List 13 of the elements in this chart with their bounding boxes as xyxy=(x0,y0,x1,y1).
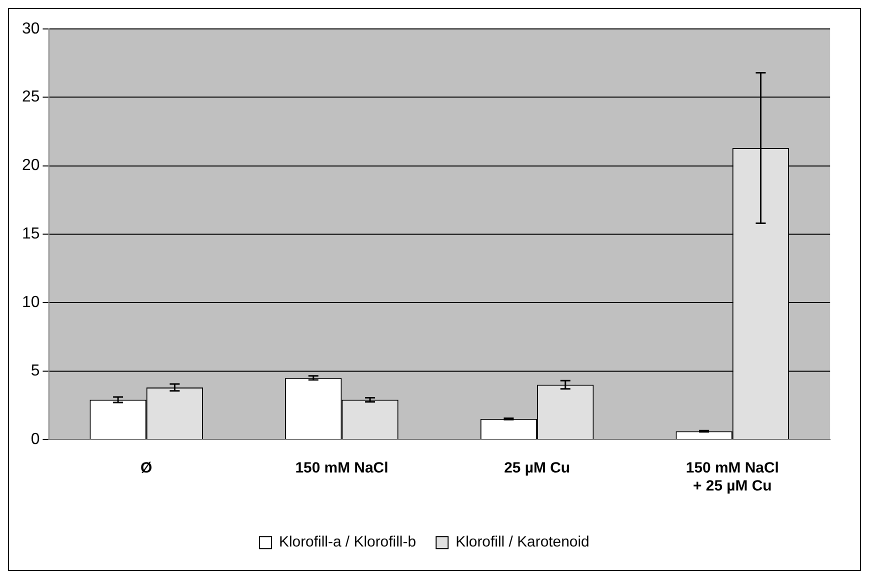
x-tick-label: 25 µM Cu xyxy=(504,459,570,476)
y-tick-label: 0 xyxy=(30,430,40,448)
y-tick-label: 25 xyxy=(22,88,40,106)
y-tick-label: 10 xyxy=(22,294,40,312)
legend-label: Klorofill-a / Klorofill-b xyxy=(278,534,416,551)
x-tick-label: 150 mM NaCl + 25 µM Cu xyxy=(686,459,779,494)
x-tick-label: Ø xyxy=(140,459,152,476)
y-tick-label: 20 xyxy=(22,157,40,174)
y-tick-label: 5 xyxy=(30,362,40,380)
y-tick-label: 15 xyxy=(22,226,40,243)
x-tick-label: 150 mM NaCl xyxy=(295,459,388,476)
legend-label: Klorofill / Karotenoid xyxy=(456,534,590,551)
y-tick-label: 30 xyxy=(22,20,40,38)
